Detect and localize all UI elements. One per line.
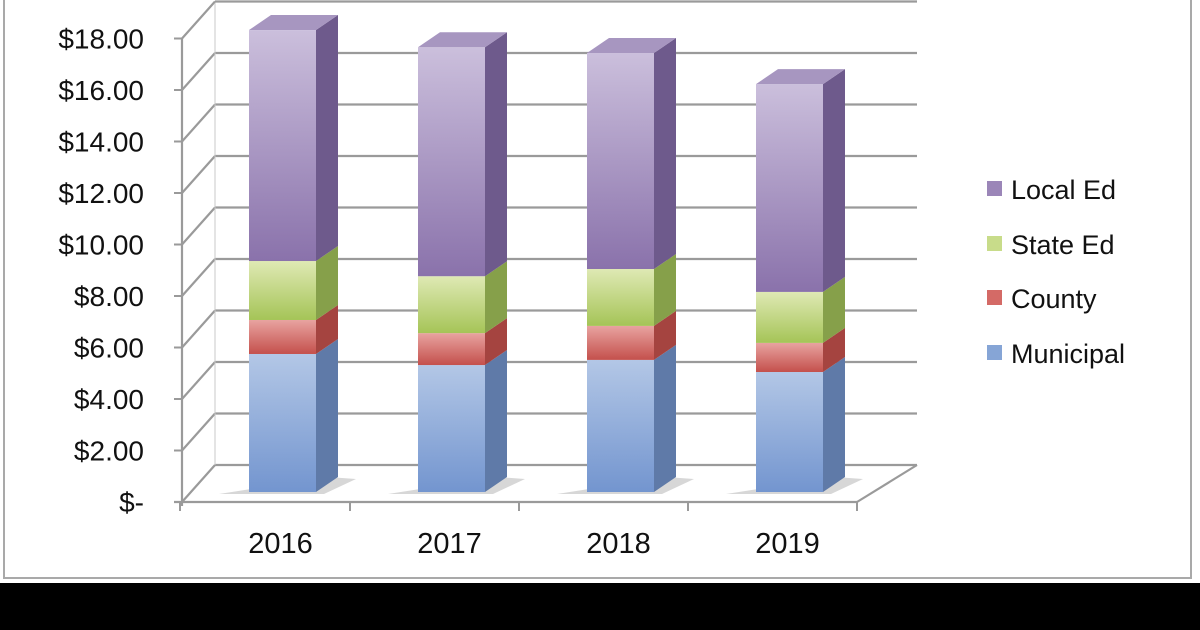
x-tick-label: 2016 — [248, 528, 313, 560]
side-wall-gridline — [181, 52, 216, 91]
side-wall-gridline — [181, 103, 216, 143]
legend-label: Local Ed — [1011, 175, 1116, 205]
bar-side-municipal — [316, 338, 338, 492]
bar-side-municipal — [485, 350, 507, 492]
y-tick-label: $18.00 — [58, 24, 144, 55]
bar-segment-county — [587, 325, 654, 360]
legend-item-municipal: Municipal — [987, 339, 1125, 369]
legend-label: State Ed — [1011, 230, 1115, 260]
floor-right-edge — [856, 464, 918, 503]
bar-top — [587, 37, 676, 53]
bar-top — [249, 15, 338, 31]
y-tick-label: $14.00 — [58, 127, 144, 158]
bar-segment-local-ed — [418, 47, 485, 277]
legend: Local Ed State Ed County Municipal — [987, 175, 1125, 369]
y-tick-label: $4.00 — [74, 384, 144, 415]
bar-side-state-ed — [485, 261, 507, 334]
bar-segment-county — [249, 319, 316, 354]
bar-segment-county — [756, 342, 823, 373]
side-wall-gridline — [181, 0, 216, 40]
bar-side-county — [654, 310, 676, 360]
y-tick-label: $12.00 — [58, 178, 144, 209]
x-tick-label: 2017 — [417, 528, 482, 560]
bar-top — [756, 69, 845, 85]
bar-side-local-ed — [654, 37, 676, 270]
y-tick-label: $10.00 — [58, 230, 144, 261]
x-tick-label: 2019 — [755, 528, 820, 560]
side-wall-gridline — [181, 309, 216, 349]
bar-segment-state-ed — [756, 291, 823, 343]
legend-label: Municipal — [1011, 339, 1125, 369]
side-wall-gridline — [181, 258, 216, 297]
x-tick-label: 2018 — [586, 528, 651, 560]
bar-segment-local-ed — [587, 52, 654, 270]
bar-segment-municipal — [249, 353, 316, 492]
bar-side-local-ed — [823, 69, 845, 292]
bar-segment-county — [418, 333, 485, 366]
bar-segment-local-ed — [756, 84, 823, 292]
bar-side-municipal — [654, 344, 676, 492]
bar-top — [418, 32, 507, 48]
bars-group — [219, 15, 863, 494]
bar-side-local-ed — [485, 32, 507, 277]
bar-segment-state-ed — [418, 276, 485, 334]
bar-segment-municipal — [418, 365, 485, 492]
bar-side-county — [823, 327, 845, 373]
side-wall-gridline — [181, 206, 216, 246]
legend-swatch-icon — [987, 236, 1002, 251]
y-tick-label: $2.00 — [74, 436, 144, 467]
bar-segment-state-ed — [587, 269, 654, 326]
legend-swatch-icon — [987, 290, 1002, 305]
y-tick-label: $6.00 — [74, 333, 144, 364]
legend-item-local-ed: Local Ed — [987, 175, 1116, 205]
side-wall-gridline — [181, 464, 216, 503]
legend-item-county: County — [987, 284, 1097, 314]
bar-side-municipal — [823, 357, 845, 492]
bar-side-local-ed — [316, 15, 338, 262]
x-axis: 2016 2017 2018 2019 — [179, 502, 858, 560]
y-tick-label: $8.00 — [74, 281, 144, 312]
y-tick-label: $16.00 — [58, 75, 144, 106]
bar-segment-state-ed — [249, 261, 316, 320]
legend-label: County — [1011, 284, 1097, 314]
bar-side-state-ed — [654, 254, 676, 326]
side-wall-gridline — [181, 155, 216, 194]
bar-segment-municipal — [587, 359, 654, 492]
side-wall-gridline — [181, 361, 216, 400]
bar-side-state-ed — [316, 246, 338, 320]
bar-segment-local-ed — [249, 30, 316, 262]
legend-swatch-icon — [987, 345, 1002, 360]
bar-side-county — [316, 304, 338, 354]
side-wall-gridline — [181, 412, 216, 452]
bar-segment-municipal — [756, 372, 823, 492]
y-tick-label: $- — [119, 487, 144, 518]
legend-swatch-icon — [987, 181, 1002, 196]
bar-side-county — [485, 318, 507, 366]
bar-side-state-ed — [823, 276, 845, 343]
stacked-bar-chart: $- $2.00 $4.00 $6.00 $8.00 $10.00 $12.00 $14.00… — [58, 0, 1125, 560]
y-axis: $- $2.00 $4.00 $6.00 $8.00 $10.00 $12.00 $14.00… — [58, 24, 182, 518]
legend-item-state-ed: State Ed — [987, 230, 1115, 260]
